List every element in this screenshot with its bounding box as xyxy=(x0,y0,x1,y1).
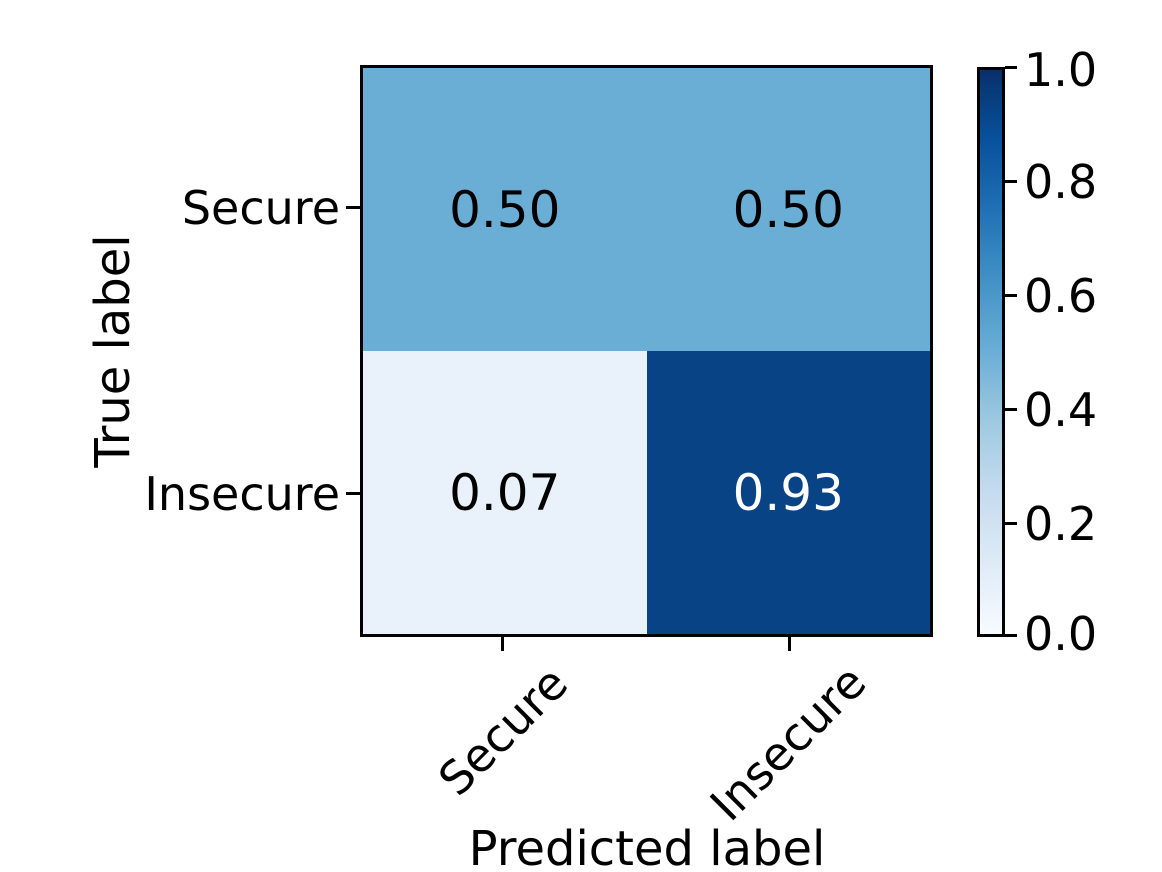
y-tick-mark xyxy=(346,206,360,209)
y-tick-mark xyxy=(346,492,360,495)
x-tick-mark xyxy=(788,637,791,651)
cell-value: 0.93 xyxy=(732,463,844,522)
colorbar-tick-mark xyxy=(1005,408,1017,411)
colorbar-tick-mark xyxy=(1005,634,1017,637)
x-tick-mark xyxy=(501,637,504,651)
colorbar-tick-mark xyxy=(1005,66,1017,69)
heatmap-plot-area: 0.50 0.50 0.07 0.93 xyxy=(360,65,933,637)
x-tick-label-secure: Secure xyxy=(427,655,579,807)
heatmap-cell-true-insecure-pred-secure: 0.07 xyxy=(363,351,647,634)
heatmap-cell-true-secure-pred-insecure: 0.50 xyxy=(646,68,930,351)
colorbar-tick-mark xyxy=(1005,522,1017,525)
x-axis-title: Predicted label xyxy=(468,821,826,872)
colorbar-tick-label: 0.6 xyxy=(1024,269,1098,323)
y-tick-label-insecure: Insecure xyxy=(144,467,340,521)
colorbar-tick-label: 1.0 xyxy=(1024,43,1098,97)
cell-value: 0.07 xyxy=(449,463,561,522)
colorbar-gradient xyxy=(977,67,1005,637)
y-tick-label-secure: Secure xyxy=(181,181,340,235)
heatmap-cell-true-secure-pred-secure: 0.50 xyxy=(363,68,647,351)
colorbar-tick-mark xyxy=(1005,180,1017,183)
colorbar-tick-label: 0.4 xyxy=(1024,383,1098,437)
colorbar-tick-label: 0.0 xyxy=(1024,607,1098,661)
cell-value: 0.50 xyxy=(732,180,844,239)
y-axis-title: True label xyxy=(85,234,141,468)
heatmap-cell-true-insecure-pred-insecure: 0.93 xyxy=(646,351,930,634)
colorbar-tick-label: 0.8 xyxy=(1024,155,1098,209)
colorbar-tick-label: 0.2 xyxy=(1024,497,1098,551)
colorbar-tick-mark xyxy=(1005,294,1017,297)
x-tick-label-insecure: Insecure xyxy=(699,654,877,832)
cell-value: 0.50 xyxy=(449,180,561,239)
